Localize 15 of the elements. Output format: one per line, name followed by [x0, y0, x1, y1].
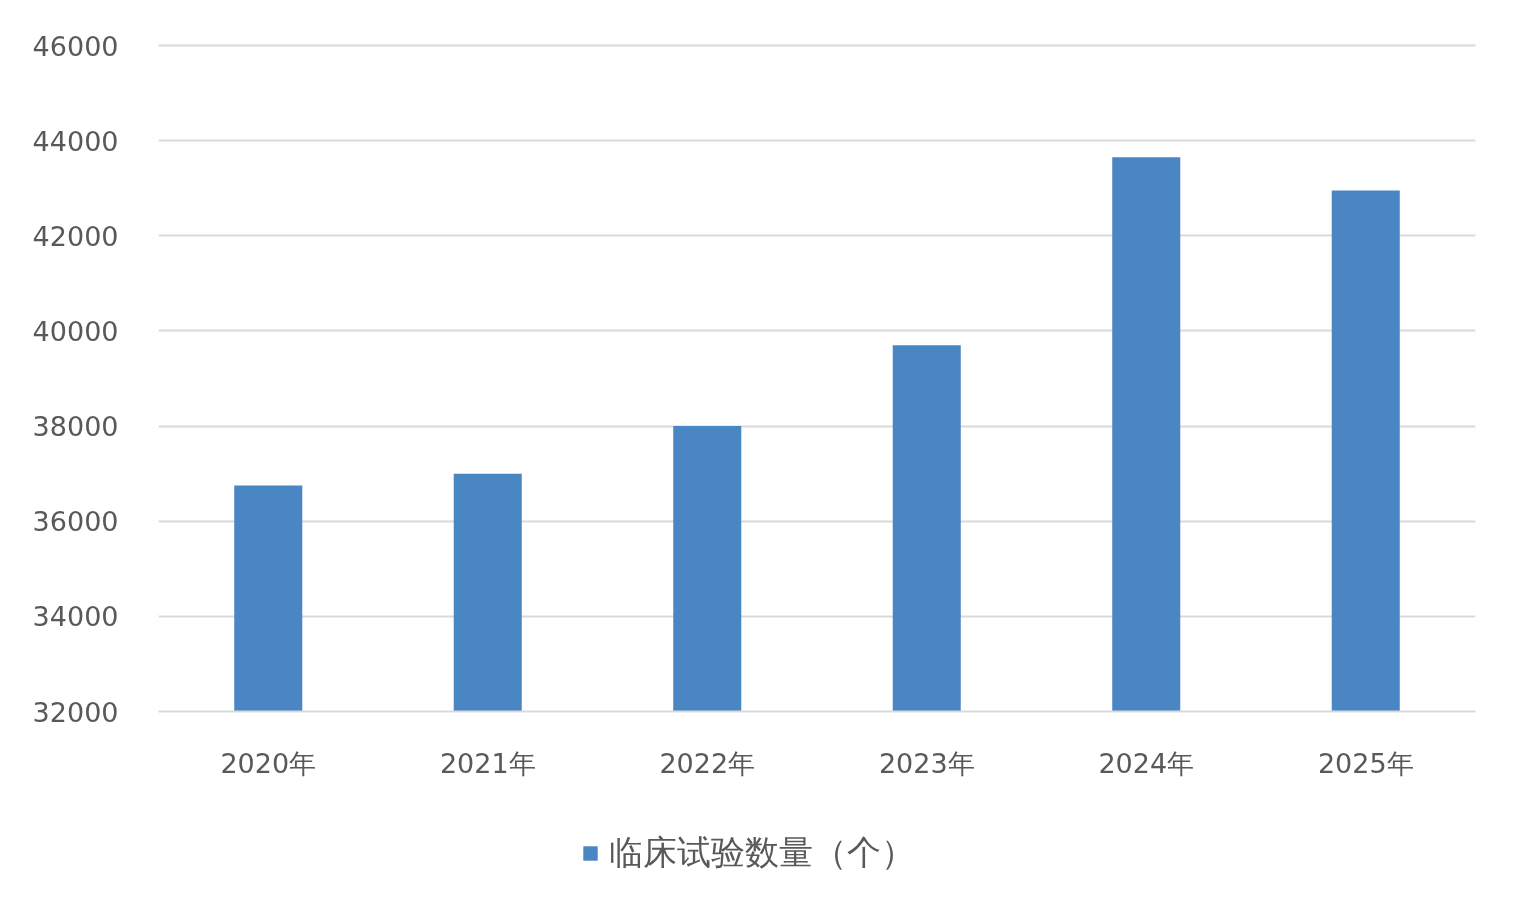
- legend-label: 临床试验数量（个）: [609, 831, 915, 874]
- y-tick-label: 42000: [32, 220, 119, 252]
- x-tick-label: 2021年: [439, 747, 536, 779]
- y-tick-label: 44000: [32, 125, 119, 157]
- x-tick-label: 2023年: [878, 747, 975, 779]
- x-tick-label: 2022年: [659, 747, 756, 779]
- x-tick-label: 2025年: [1317, 747, 1414, 779]
- x-tick-label: 2020年: [220, 747, 317, 779]
- y-tick-label: 40000: [32, 315, 119, 347]
- x-tick-label: 2024年: [1098, 747, 1195, 779]
- y-tick-label: 32000: [32, 696, 119, 728]
- y-tick-label: 36000: [32, 506, 119, 538]
- y-tick-label: 46000: [32, 30, 119, 62]
- y-tick-label: 34000: [32, 601, 119, 633]
- y-tick-label: 38000: [32, 411, 119, 443]
